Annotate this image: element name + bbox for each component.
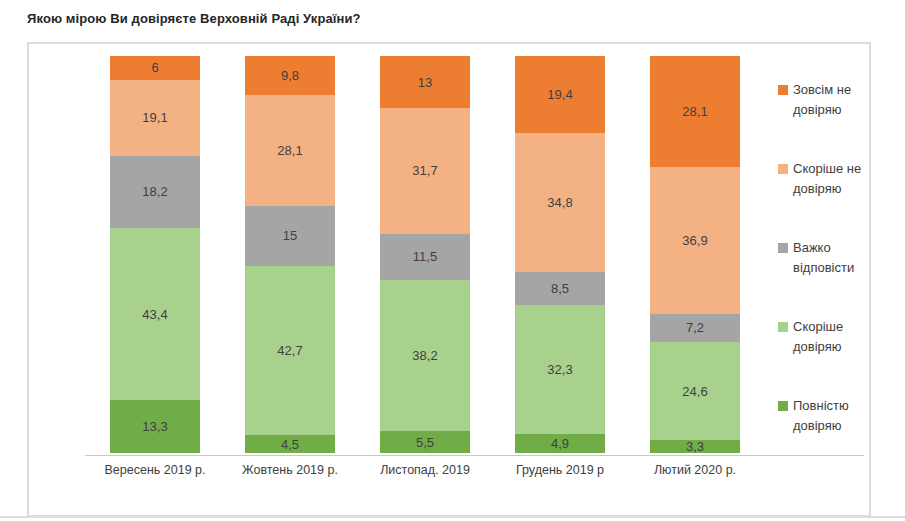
- legend-swatch: [778, 243, 788, 253]
- bar-segment: 19,1: [110, 80, 200, 156]
- bar-segment-label: 13,3: [142, 420, 167, 433]
- legend-item: Скоріше довіряю: [778, 317, 873, 357]
- bar: 6 19,1 18,2 43,4 13,3: [110, 56, 200, 453]
- bar-segment: 4,9: [515, 434, 605, 453]
- bar-segment: 28,1: [650, 56, 740, 168]
- legend-label: Скоріше довіряю: [793, 319, 843, 354]
- chart-area: 619,118,243,413,39,828,11542,74,51331,71…: [27, 42, 871, 517]
- bar-segment-label: 18,2: [142, 185, 167, 198]
- bar-segment: 19,4: [515, 56, 605, 133]
- bar-segment: 11,5: [380, 234, 470, 280]
- bar-segment: 18,2: [110, 156, 200, 228]
- bar-segment: 43,4: [110, 228, 200, 400]
- bar-segment: 42,7: [245, 266, 335, 436]
- bar-segment: 24,6: [650, 342, 740, 440]
- bar-segment: 7,2: [650, 314, 740, 343]
- bar-segment: 28,1: [245, 95, 335, 207]
- bar-segment: 36,9: [650, 167, 740, 313]
- bar-segment-label: 19,4: [547, 88, 572, 101]
- bar-segment-label: 24,6: [682, 385, 707, 398]
- bar-segment: 4,5: [245, 435, 335, 453]
- x-axis-line: [85, 455, 864, 456]
- bar-segment: 32,3: [515, 305, 605, 433]
- bar-segment-label: 4,5: [281, 438, 299, 451]
- bar-segment: 5,5: [380, 431, 470, 453]
- bar-segment-label: 31,7: [412, 164, 437, 177]
- bar-segment-label: 13: [418, 76, 432, 89]
- bar-segment: 8,5: [515, 272, 605, 306]
- legend-swatch: [778, 322, 788, 332]
- bar-segment: 31,7: [380, 108, 470, 234]
- x-axis-label: Лютий 2020 р.: [628, 463, 763, 477]
- legend-swatch: [778, 401, 788, 411]
- bar-segment: 34,8: [515, 133, 605, 271]
- plot-area: 619,118,243,413,39,828,11542,74,51331,71…: [29, 44, 869, 515]
- legend-swatch: [778, 85, 788, 95]
- bar-segment-label: 8,5: [551, 282, 569, 295]
- bar-segment-label: 19,1: [142, 111, 167, 124]
- bar-segment-label: 42,7: [277, 344, 302, 357]
- bar-segment-label: 3,3: [686, 440, 704, 453]
- x-axis-label: Листопад. 2019: [358, 463, 493, 477]
- bar-segment: 9,8: [245, 56, 335, 95]
- bar: 19,4 34,8 8,5 32,3 4,9: [515, 56, 605, 453]
- legend-item: Скоріше не довіряю: [778, 159, 873, 199]
- legend-label: Скоріше не довіряю: [793, 161, 861, 196]
- bar-segment-label: 34,8: [547, 196, 572, 209]
- bar-segment: 38,2: [380, 280, 470, 432]
- bar-segment-label: 43,4: [142, 308, 167, 321]
- bar-segment-label: 28,1: [682, 105, 707, 118]
- bar-segment-label: 7,2: [686, 321, 704, 334]
- legend-item: Зовсім не довіряю: [778, 80, 873, 120]
- bar-segment-label: 4,9: [551, 437, 569, 450]
- bar-segment: 15: [245, 206, 335, 266]
- bottom-divider: [0, 516, 905, 518]
- bar-segment: 3,3: [650, 440, 740, 453]
- legend-swatch: [778, 164, 788, 174]
- bar-segment-label: 11,5: [413, 250, 437, 263]
- x-axis-label: Грудень 2019 р: [493, 463, 628, 477]
- bar-segment: 13: [380, 56, 470, 108]
- bar-segment-label: 32,3: [547, 363, 572, 376]
- bar: 28,1 36,9 7,2 24,6 3,3: [650, 56, 740, 453]
- bar-segment-label: 15: [283, 229, 297, 242]
- bar-segment-label: 6: [151, 61, 158, 74]
- bar: 13 31,7 11,5 38,2 5,5: [380, 56, 470, 453]
- bar-segment-label: 9,8: [281, 69, 299, 82]
- bar-segment: 6: [110, 56, 200, 80]
- bar-segment: 13,3: [110, 400, 200, 453]
- chart-title: Якою мірою Ви довіряєте Верховній Раді У…: [27, 11, 361, 26]
- legend-label: Важко відповісти: [793, 240, 854, 275]
- legend-label: Повністю довіряю: [793, 398, 849, 433]
- bar-segment-label: 36,9: [682, 234, 707, 247]
- x-axis-label: Жовтень 2019 р.: [223, 463, 358, 477]
- legend-label: Зовсім не довіряю: [793, 82, 851, 117]
- bar-segment-label: 38,2: [412, 349, 437, 362]
- bar-segment-label: 5,5: [416, 436, 434, 449]
- x-axis-label: Вересень 2019 р.: [88, 463, 223, 477]
- legend-item: Повністю довіряю: [778, 396, 873, 436]
- bar: 9,8 28,1 15 42,7 4,5: [245, 56, 335, 453]
- page: Якою мірою Ви довіряєте Верховній Раді У…: [0, 0, 905, 521]
- legend-item: Важко відповісти: [778, 238, 873, 278]
- bar-segment-label: 28,1: [277, 144, 302, 157]
